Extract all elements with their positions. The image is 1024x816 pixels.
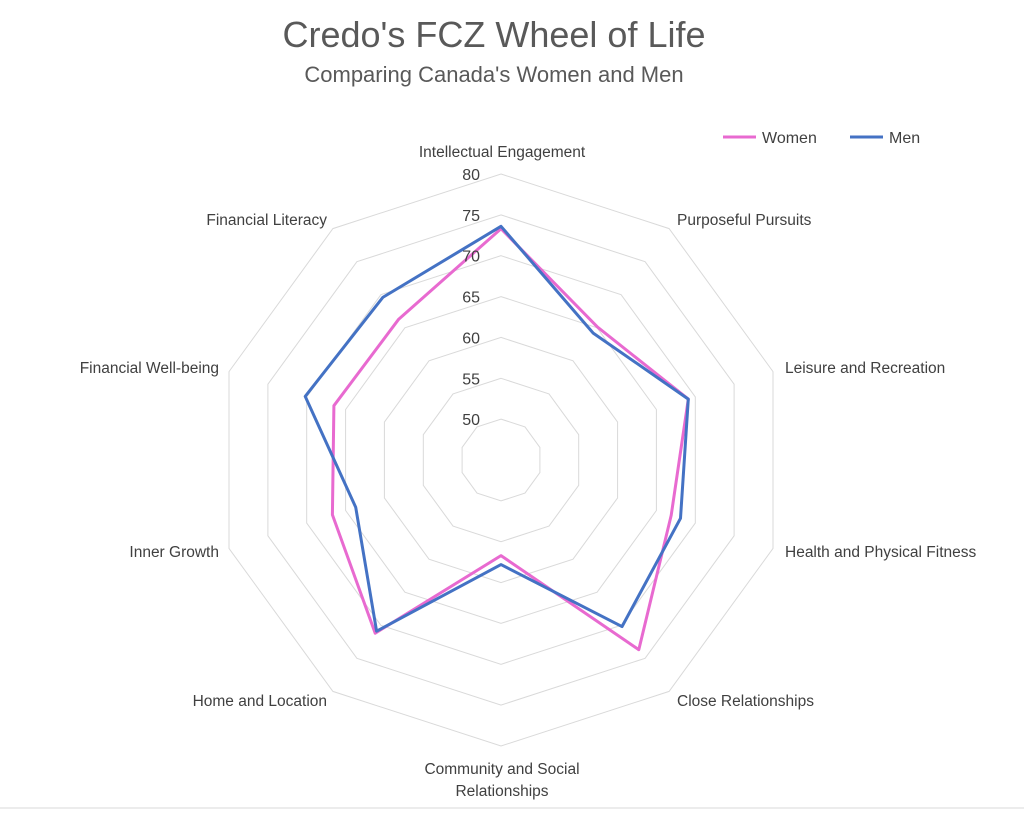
tick-label: 80 <box>462 167 480 184</box>
grid-ring <box>267 214 735 706</box>
legend-label: Men <box>889 130 920 147</box>
legend-label: Women <box>762 130 817 147</box>
tick-label: 50 <box>462 412 480 429</box>
legend-item-men: Men <box>850 130 920 147</box>
series-lines <box>303 224 690 652</box>
axis-label: Financial Literacy <box>206 212 327 229</box>
grid-ring <box>422 377 580 543</box>
grid-ring <box>345 296 657 624</box>
axis-label: Close Relationships <box>677 693 814 710</box>
axis-label: Home and Location <box>193 693 327 710</box>
axis-labels: Intellectual Engagement Purposeful Pursui… <box>80 144 977 800</box>
tick-label: 60 <box>462 330 480 347</box>
chart-subtitle: Comparing Canada's Women and Men <box>304 62 683 87</box>
grid-ring <box>461 418 541 502</box>
legend: Women Men <box>723 130 920 147</box>
tick-label: 75 <box>462 208 480 225</box>
tick-label: 55 <box>462 371 480 388</box>
axis-label: Purposeful Pursuits <box>677 212 812 229</box>
axis-label: Financial Well-being <box>80 360 219 377</box>
axis-label: Leisure and Recreation <box>785 360 945 377</box>
tick-label: 70 <box>462 249 480 266</box>
axis-label: Intellectual Engagement <box>419 144 586 161</box>
series-line-men <box>303 224 690 633</box>
tick-label: 65 <box>462 290 480 307</box>
grid-ring <box>228 173 774 747</box>
axis-label: Community and Social Relationships <box>424 761 579 800</box>
legend-item-women: Women <box>723 130 817 147</box>
axis-label: Health and Physical Fitness <box>785 544 977 561</box>
grid-ring <box>383 336 619 584</box>
tick-labels: 50 55 60 65 70 75 80 <box>462 167 480 429</box>
axis-label: Inner Growth <box>129 544 219 561</box>
series-line-women <box>330 227 690 652</box>
radar-grid <box>228 173 774 747</box>
chart-title: Credo's FCZ Wheel of Life <box>282 14 705 55</box>
